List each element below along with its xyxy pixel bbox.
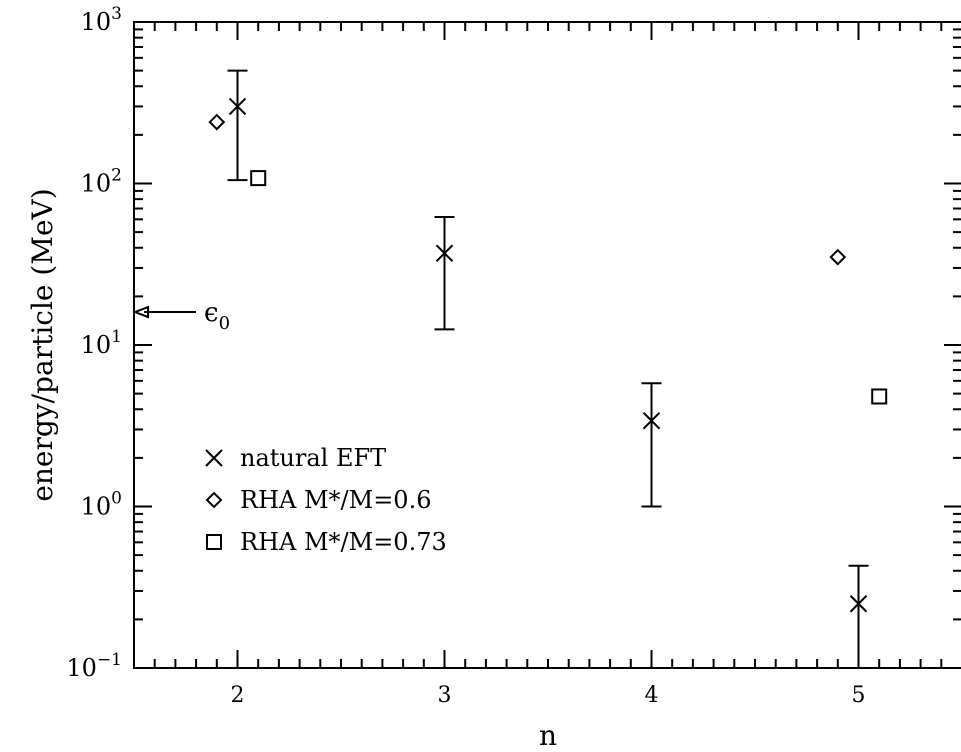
legend-marker xyxy=(206,534,222,550)
legend: natural EFT RHA M*/M=0.6 RHA M*/M=0.73 xyxy=(205,444,447,556)
data-point xyxy=(228,97,247,116)
legend-label: natural EFT xyxy=(240,444,386,472)
data-marks xyxy=(208,69,888,668)
x-tick-label: 2 xyxy=(231,683,245,708)
tick-labels: 2 3 4 5 10−1 100 101 102 103 xyxy=(66,4,865,708)
legend-label: RHA M*/M=0.73 xyxy=(240,528,447,556)
annotations: ϵ0 xyxy=(132,298,230,334)
x-tick-label: 4 xyxy=(645,683,659,708)
series-cross xyxy=(227,69,869,668)
data-point xyxy=(849,595,868,613)
data-point xyxy=(871,388,888,405)
error-bar xyxy=(227,69,248,182)
x-axis-label: n xyxy=(539,719,557,752)
cross-stroke xyxy=(642,411,661,430)
error-bar xyxy=(848,564,869,668)
x-tick-label: 5 xyxy=(852,683,866,708)
series-square xyxy=(250,170,888,405)
data-point xyxy=(208,113,226,131)
annotation-arrowhead xyxy=(132,305,149,319)
ticks xyxy=(133,21,961,669)
legend-marker xyxy=(205,449,223,467)
data-point xyxy=(642,411,661,430)
x-tick-label: 3 xyxy=(438,683,452,708)
cross-stroke xyxy=(205,449,223,467)
error-bar xyxy=(434,216,455,331)
error-bar xyxy=(641,382,662,508)
series-diamond xyxy=(208,113,847,266)
cross-stroke xyxy=(228,97,247,116)
plot-frame xyxy=(133,21,961,669)
annotation-label: ϵ0 xyxy=(204,298,230,334)
legend-marker xyxy=(205,491,223,509)
data-point xyxy=(250,170,267,187)
data-point xyxy=(435,244,454,262)
y-tick-label: 101 xyxy=(81,327,122,359)
legend-item: RHA M*/M=0.6 xyxy=(205,486,431,514)
epsilon-zero-annotation: ϵ0 xyxy=(132,298,230,334)
legend-item: natural EFT xyxy=(205,444,386,472)
cross-stroke xyxy=(849,595,868,613)
legend-item: RHA M*/M=0.73 xyxy=(206,528,447,556)
data-point xyxy=(829,248,847,266)
y-tick-label: 102 xyxy=(81,166,122,198)
y-axis-label: energy/particle (MeV) xyxy=(26,188,59,501)
cross-stroke xyxy=(435,244,454,262)
legend-label: RHA M*/M=0.6 xyxy=(240,486,431,514)
y-tick-label: 10−1 xyxy=(66,650,122,682)
y-tick-label: 100 xyxy=(81,489,122,521)
y-tick-label: 103 xyxy=(81,4,122,36)
